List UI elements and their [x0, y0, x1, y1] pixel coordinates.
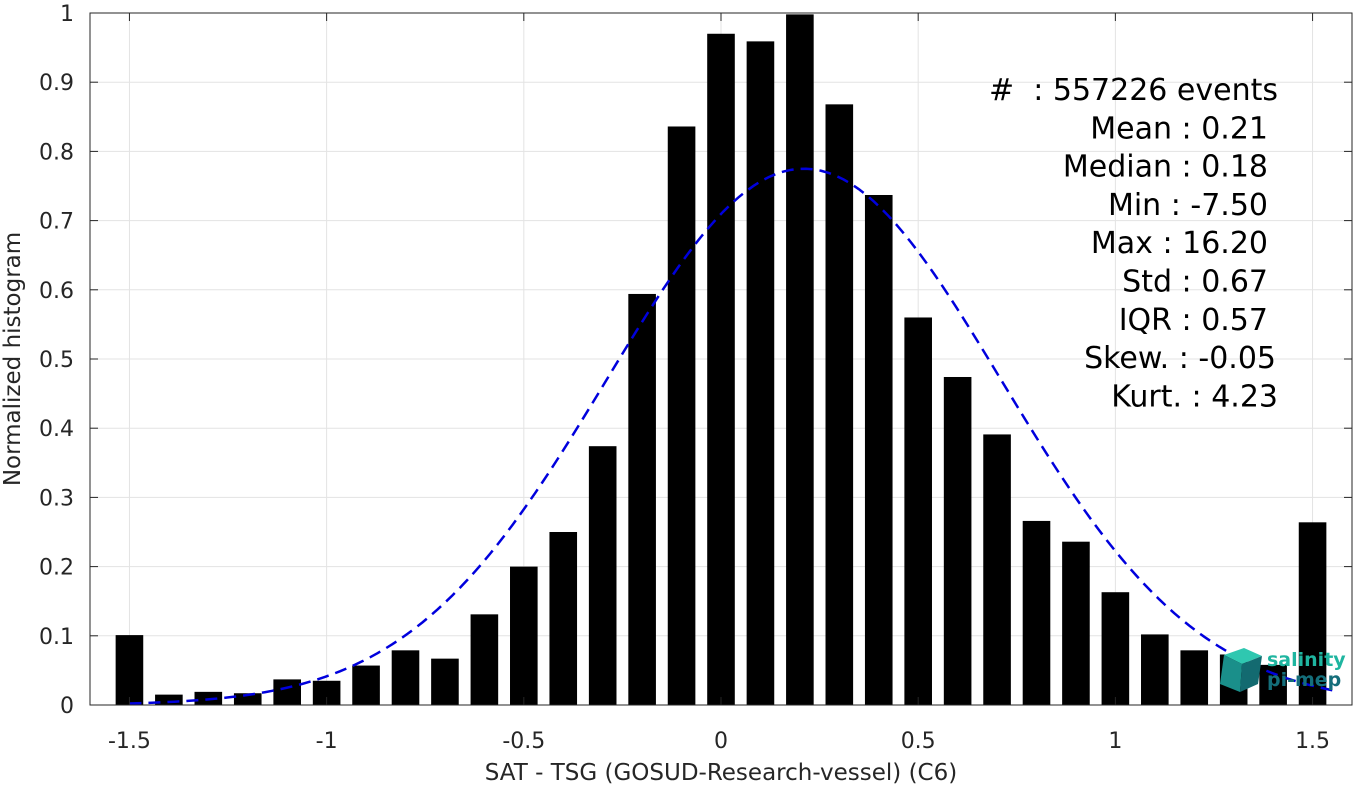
axis-ticks [90, 12, 1352, 706]
histogram-bar [1062, 541, 1090, 705]
y-axis-label: Normalized histogram [0, 232, 26, 486]
y-tick-label: 1 [60, 2, 74, 27]
y-tick-label: 0.2 [39, 556, 74, 581]
histogram-bar [667, 126, 696, 706]
histogram-bar [1141, 634, 1169, 705]
cube-icon [1220, 648, 1262, 692]
x-tick-label: -1.5 [108, 729, 151, 754]
histogram-bar [825, 104, 854, 706]
histogram-bar [470, 614, 499, 705]
x-tick-label: 0 [714, 729, 728, 754]
histogram-bar [1180, 650, 1209, 705]
stat-line: Mean : 0.21 [1090, 111, 1268, 146]
stat-line: Kurt. : 4.23 [1111, 379, 1278, 414]
y-tick-label: 0.7 [39, 210, 74, 235]
stat-line: Std : 0.67 [1122, 265, 1268, 300]
histogram-bar [904, 317, 932, 705]
y-tick-label: 0.6 [39, 279, 74, 304]
salinity-pimep-logo: salinity pi-mep [1220, 648, 1346, 692]
x-axis-label: SAT - TSG (GOSUD-Research-vessel) (C6) [485, 760, 957, 785]
x-tick-label: -0.5 [502, 729, 545, 754]
stat-line: # : 557226 events [989, 73, 1278, 108]
histogram-bar [155, 694, 183, 705]
stat-line: Skew. : -0.05 [1084, 341, 1276, 376]
histogram-bar [628, 293, 656, 705]
stat-line: Max : 16.20 [1091, 226, 1268, 261]
histogram-bar [707, 33, 735, 705]
histogram-bar [746, 41, 775, 705]
histogram-bar [1101, 592, 1130, 705]
y-tick-label: 0 [60, 694, 74, 719]
y-tick-labels: 0 0.1 0.2 0.3 0.4 0.5 0.6 0.7 0.8 0.9 1 [39, 2, 74, 719]
stat-line: Min : -7.50 [1108, 188, 1268, 223]
x-tick-label: 1.5 [1295, 729, 1330, 754]
gaussian-fit-curve [129, 167, 1333, 705]
histogram-bar [864, 194, 893, 705]
histogram-bar [391, 650, 420, 705]
histogram-bar [352, 665, 380, 705]
histogram-bar [943, 376, 972, 705]
y-tick-label: 0.8 [39, 140, 74, 165]
histogram-bar [1022, 520, 1051, 705]
stat-line: IQR : 0.57 [1119, 303, 1268, 338]
histogram-bar [983, 434, 1011, 705]
histogram-bars [115, 14, 1327, 706]
y-tick-label: 0.1 [39, 625, 74, 650]
y-tick-label: 0.9 [39, 71, 74, 96]
histogram-bar [510, 566, 538, 705]
histogram-bar [549, 532, 578, 705]
y-tick-label: 0.5 [39, 348, 74, 373]
logo-line1: salinity [1267, 649, 1346, 671]
x-tick-label: 0.5 [901, 729, 936, 754]
x-tick-label: -1 [316, 729, 338, 754]
stat-line: Median : 0.18 [1063, 150, 1268, 185]
y-tick-label: 0.3 [39, 486, 74, 511]
y-tick-label: 0.4 [39, 417, 74, 442]
histogram-bar [1259, 664, 1287, 705]
x-tick-labels: -1.5 -1 -0.5 0 0.5 1 1.5 [108, 729, 1330, 754]
x-tick-label: 1 [1108, 729, 1122, 754]
histogram-bar [786, 14, 814, 706]
histogram-bar [273, 679, 301, 705]
histogram-bar [115, 635, 144, 705]
histogram-bar [1298, 522, 1327, 705]
histogram-bar [588, 446, 617, 705]
histogram-bar [233, 693, 262, 705]
logo-line2: pi-mep [1267, 669, 1341, 691]
histogram-bar [431, 658, 459, 705]
